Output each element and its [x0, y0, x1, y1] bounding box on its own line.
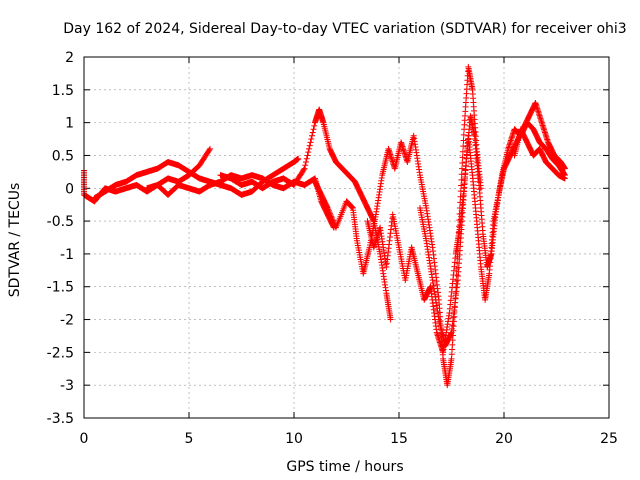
y-tick-label: -2.5: [47, 345, 74, 361]
data-point: [459, 159, 466, 166]
data-point: [456, 223, 462, 230]
x-tick-label: 20: [495, 431, 513, 447]
y-tick-label: 2: [65, 50, 74, 66]
y-tick-label: -1: [60, 247, 74, 263]
series-track-7: [417, 113, 568, 349]
plot-frame: [83, 56, 610, 419]
data-point: [304, 152, 311, 159]
y-tick-label: -3.5: [47, 411, 74, 427]
series-track-8: [511, 126, 568, 182]
data-point: [458, 182, 465, 189]
data-point: [326, 209, 333, 216]
y-tick-label: 0.5: [52, 148, 74, 164]
data-point: [300, 166, 307, 173]
x-tick-label: 5: [185, 431, 194, 447]
data-point: [303, 155, 310, 162]
data-point: [307, 139, 314, 146]
data-point: [387, 316, 394, 323]
data-point: [460, 131, 467, 138]
ticks: -3.5-3-2.5-2-1.5-1-0.500.511.520 5 10 15 20 2…: [47, 50, 618, 447]
data-point: [310, 126, 317, 133]
data-point: [302, 162, 309, 169]
y-axis-label: SDTVAR / TECUs: [7, 183, 23, 298]
data-point: [327, 210, 333, 217]
data-point: [305, 149, 312, 156]
data-points: [81, 63, 568, 389]
data-point: [327, 211, 334, 218]
data-point: [311, 122, 318, 129]
chart-title: Day 162 of 2024, Sidereal Day-to-day VTE…: [63, 21, 626, 37]
data-point: [328, 213, 335, 220]
data-point: [328, 214, 335, 221]
y-tick-label: -1.5: [47, 280, 74, 296]
data-point: [308, 136, 315, 143]
data-point: [459, 165, 465, 172]
data-point: [309, 129, 316, 136]
x-tick-label: 15: [390, 431, 408, 447]
data-point: [561, 175, 568, 182]
data-point: [309, 132, 315, 139]
data-point: [329, 216, 336, 223]
data-point: [306, 142, 313, 149]
data-point: [459, 154, 466, 161]
data-point: [330, 217, 336, 224]
data-point: [324, 204, 331, 211]
y-tick-label: 0: [65, 181, 74, 197]
y-tick-label: -2: [60, 313, 74, 329]
y-tick-label: -0.5: [47, 214, 74, 230]
y-tick-label: -3: [60, 378, 74, 394]
data-point: [325, 207, 332, 214]
data-point: [295, 155, 302, 162]
data-point: [301, 165, 308, 172]
x-tick-label: 10: [285, 431, 303, 447]
data-point: [460, 137, 467, 144]
x-tick-label: 0: [80, 431, 89, 447]
data-point: [325, 206, 332, 213]
data-point: [303, 159, 309, 166]
data-point: [207, 145, 213, 152]
x-tick-label: 25: [600, 431, 618, 447]
x-axis-label: GPS time / hours: [286, 459, 403, 475]
y-tick-label: 1: [65, 116, 74, 132]
data-point: [206, 147, 213, 154]
y-tick-label: 1.5: [52, 83, 74, 99]
data-point: [458, 176, 465, 183]
data-point: [306, 145, 312, 152]
